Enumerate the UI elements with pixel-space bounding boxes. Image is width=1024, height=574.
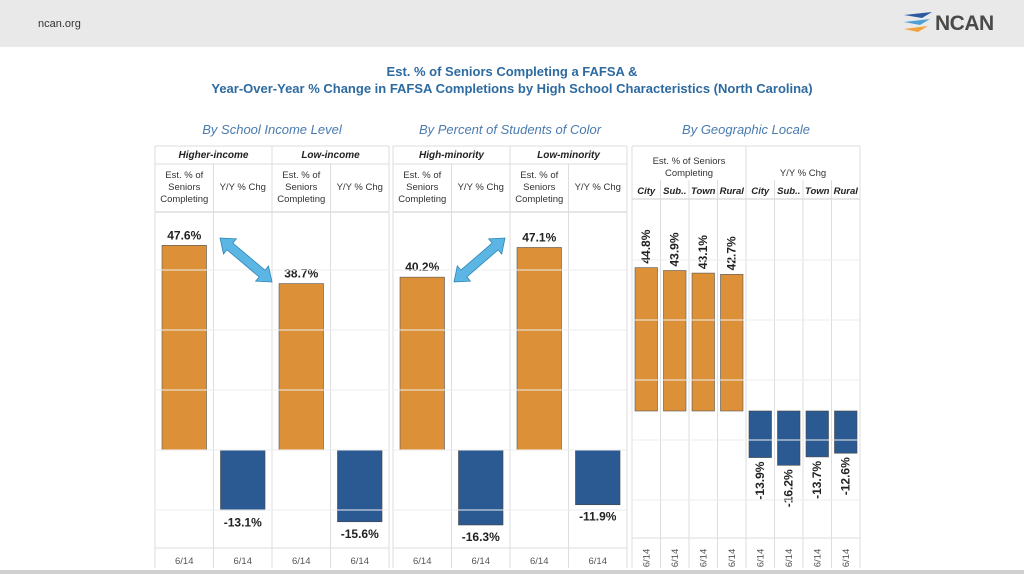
date-label: 6/14: [234, 556, 253, 567]
locale-pct-bar: [720, 274, 744, 412]
pct-column-header: Est. % of: [282, 170, 320, 181]
locale-chg-bar: [834, 410, 858, 454]
locale-date-label: 6/14: [698, 549, 709, 568]
chg-bar: [220, 449, 266, 511]
locale-date-label: 6/14: [841, 549, 852, 568]
chg-column-header: Y/Y % Chg: [575, 182, 621, 193]
pct-column-header: Seniors: [285, 182, 317, 193]
section-title-income: By School Income Level: [202, 122, 342, 137]
locale-pct-header: Est. % of Seniors: [653, 156, 726, 167]
pct-data-label: 47.1%: [522, 230, 556, 244]
pct-column-header: Completing: [277, 194, 325, 205]
date-label: 6/14: [292, 556, 311, 567]
chg-data-label: -16.3%: [462, 530, 500, 544]
bottom-border: [0, 570, 1024, 574]
pct-column-header: Seniors: [168, 182, 200, 193]
chart-title-line1: Est. % of Seniors Completing a FAFSA &: [386, 64, 638, 79]
locale-date-label: 6/14: [670, 549, 681, 568]
pct-column-header: Est. % of: [403, 170, 441, 181]
site-url: ncan.org: [38, 18, 81, 30]
locale-category-label: City: [637, 186, 656, 197]
date-label: 6/14: [530, 556, 549, 567]
locale-category-label: Rural: [720, 186, 745, 197]
chg-column-header: Y/Y % Chg: [337, 182, 383, 193]
logo-text: NCAN: [935, 12, 994, 35]
locale-pct-header: Completing: [665, 168, 713, 179]
locale-date-label: 6/14: [784, 549, 795, 568]
pct-column-header: Completing: [515, 194, 563, 205]
locale-category-label: Rural: [834, 186, 859, 197]
group-header: Low-income: [301, 150, 360, 161]
ncan-logo-icon: [904, 12, 932, 32]
date-label: 6/14: [413, 556, 432, 567]
locale-pct-label: 42.7%: [725, 236, 739, 270]
section-title-locale: By Geographic Locale: [682, 122, 810, 137]
pct-column-header: Est. % of: [165, 170, 203, 181]
chg-bar: [458, 449, 504, 526]
pct-column-header: Completing: [160, 194, 208, 205]
locale-pct-label: 44.8%: [639, 229, 653, 263]
pct-column-header: Est. % of: [520, 170, 558, 181]
chg-data-label: -13.1%: [224, 515, 262, 529]
chg-data-label: -15.6%: [341, 527, 379, 541]
section-title-color: By Percent of Students of Color: [418, 122, 602, 137]
locale-chg-label: -13.7%: [810, 461, 824, 499]
locale-date-label: 6/14: [812, 549, 823, 568]
date-label: 6/14: [351, 556, 370, 567]
locale-chg-header: Y/Y % Chg: [780, 168, 826, 179]
chart-title-line2: Year-Over-Year % Change in FAFSA Complet…: [211, 81, 813, 96]
locale-pct-label: 43.9%: [668, 232, 682, 266]
pct-data-label: 40.2%: [405, 260, 439, 274]
group-header: Low-minority: [537, 150, 600, 161]
locale-pct-bar: [663, 270, 687, 412]
locale-category-label: City: [751, 186, 770, 197]
ncan-logo: NCAN: [902, 6, 1012, 42]
pct-bar: [278, 283, 324, 451]
pct-column-header: Seniors: [406, 182, 438, 193]
pct-bar: [516, 247, 562, 451]
locale-date-label: 6/14: [641, 549, 652, 568]
pct-bar: [161, 245, 207, 451]
locale-category-label: Sub..: [663, 186, 686, 197]
locale-pct-bar: [634, 267, 658, 412]
locale-chg-bar: [748, 410, 772, 458]
pct-column-header: Completing: [398, 194, 446, 205]
locale-date-label: 6/14: [727, 549, 738, 568]
locale-category-label: Town: [805, 186, 830, 197]
date-label: 6/14: [175, 556, 194, 567]
locale-category-label: Town: [691, 186, 716, 197]
locale-date-label: 6/14: [755, 549, 766, 568]
date-label: 6/14: [472, 556, 491, 567]
chg-column-header: Y/Y % Chg: [220, 182, 266, 193]
locale-chg-bar: [777, 410, 801, 466]
pct-data-label: 47.6%: [167, 228, 201, 242]
locale-pct-bar: [691, 272, 715, 412]
chg-bar: [337, 449, 383, 523]
locale-category-label: Sub..: [777, 186, 800, 197]
group-header: High-minority: [419, 150, 484, 161]
date-label: 6/14: [589, 556, 608, 567]
chg-bar: [575, 449, 621, 506]
group-header: Higher-income: [178, 150, 248, 161]
locale-chg-label: -12.6%: [839, 457, 853, 495]
locale-chg-bar: [805, 410, 829, 458]
pct-column-header: Seniors: [523, 182, 555, 193]
pct-bar: [399, 276, 445, 451]
locale-chg-label: -16.2%: [782, 469, 796, 507]
chg-data-label: -11.9%: [579, 510, 617, 524]
comparison-arrow-color: [453, 237, 506, 283]
chg-column-header: Y/Y % Chg: [458, 182, 504, 193]
top-bar: [0, 0, 1024, 47]
locale-pct-label: 43.1%: [696, 235, 710, 269]
pct-data-label: 38.7%: [284, 267, 318, 281]
locale-chg-label: -13.9%: [753, 461, 767, 499]
comparison-arrow-income: [219, 237, 273, 283]
